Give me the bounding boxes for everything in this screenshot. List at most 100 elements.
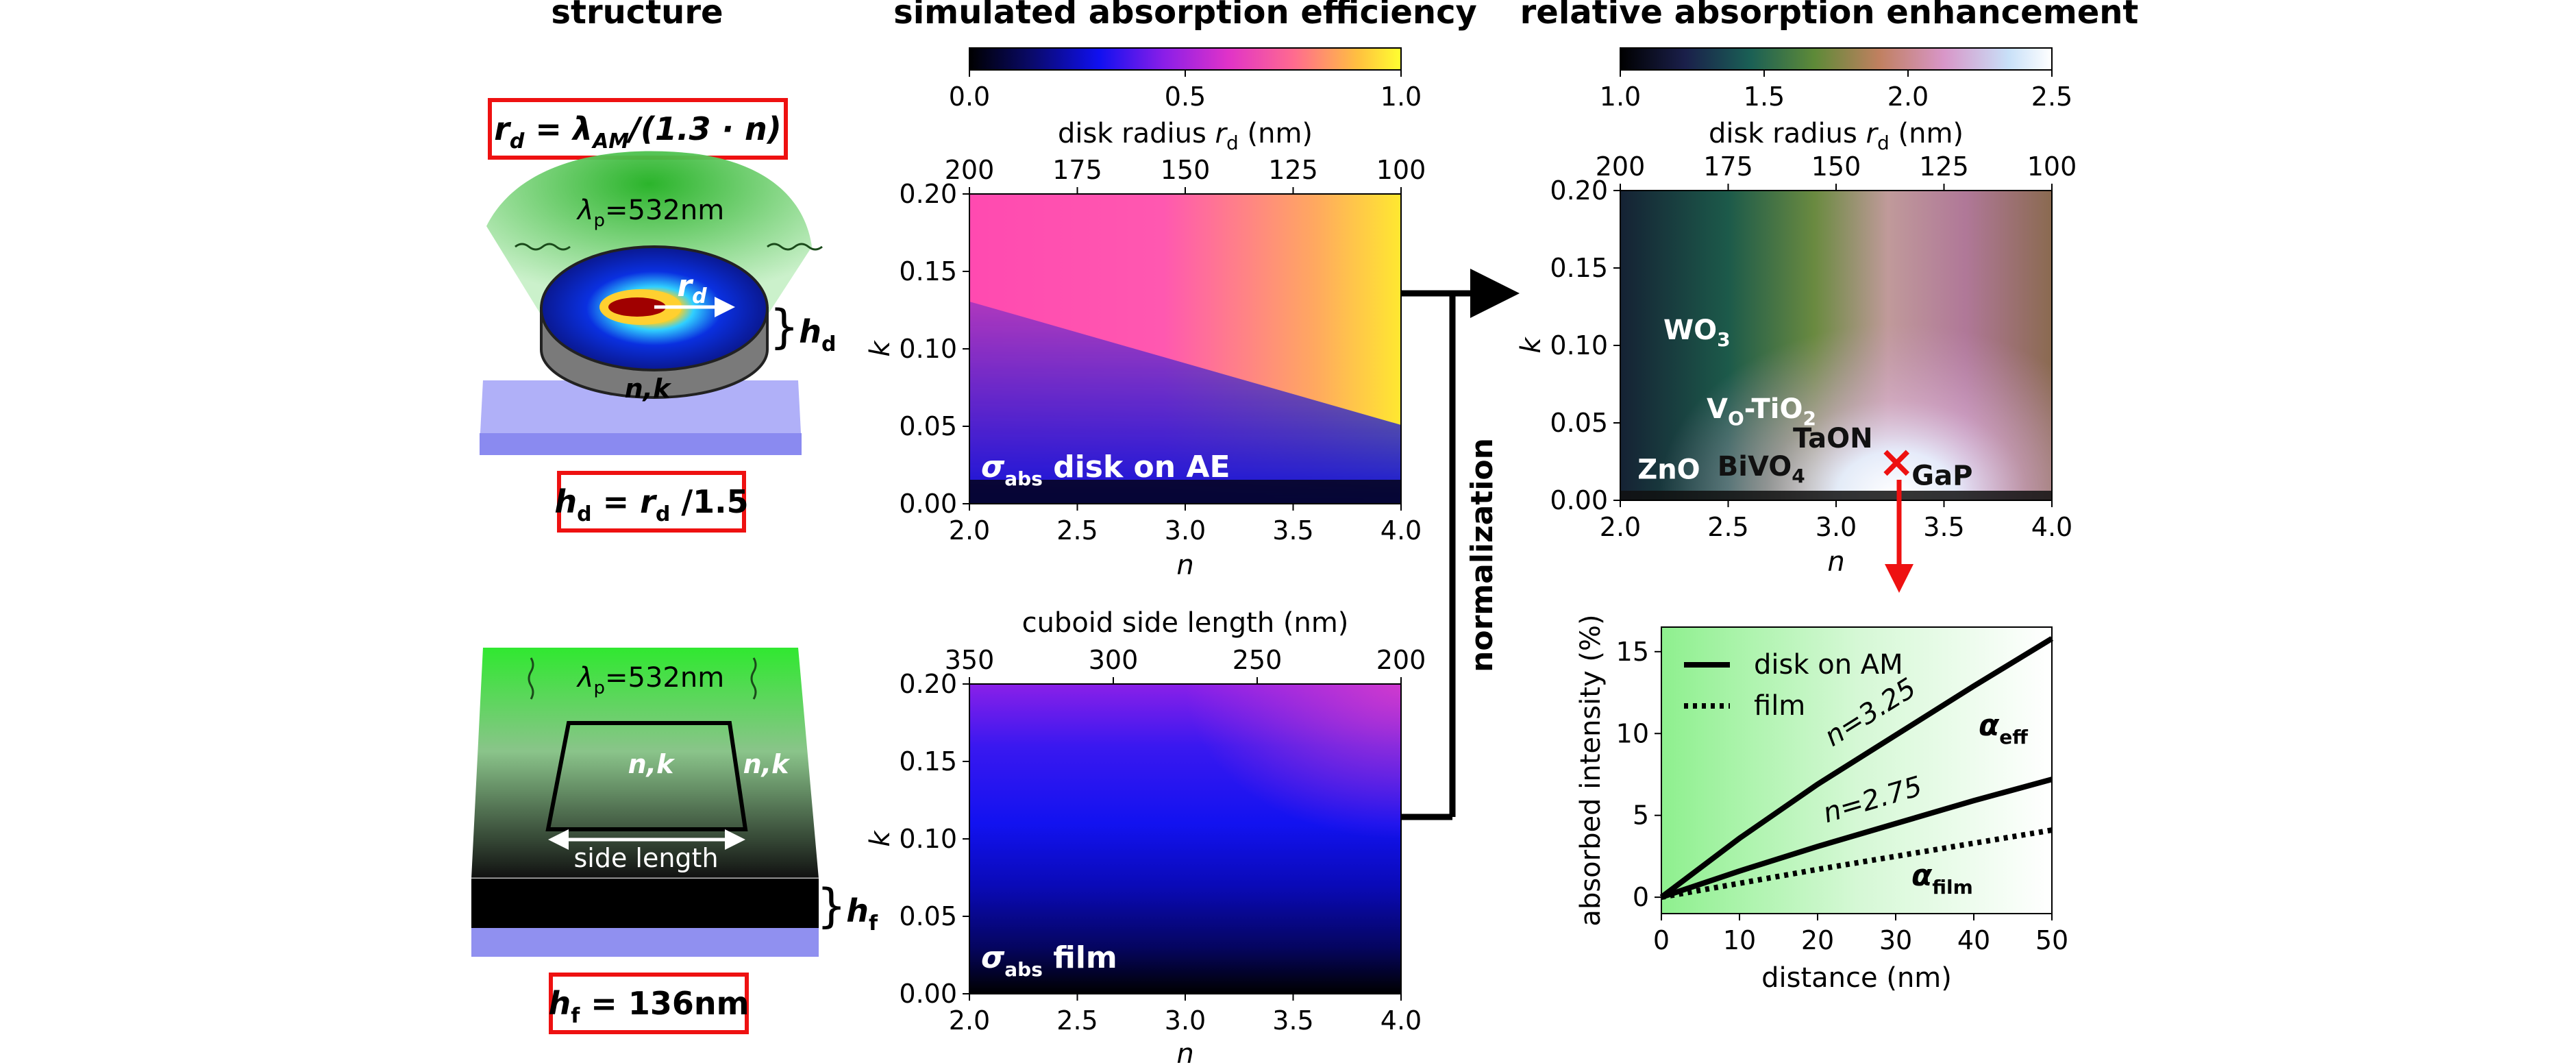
- radius-formula: rd = λAM/(1.3 · n): [494, 110, 782, 154]
- disk-y-ticks: 0.00 0.05 0.10 0.15 0.20: [899, 179, 969, 519]
- enh-x-tick-label: 2.5: [1707, 512, 1748, 542]
- disk-top-tick-label: 125: [1268, 155, 1318, 185]
- pump-lambda-disk: λ: [576, 195, 594, 226]
- efficiency-colorbar-label: 1.0: [1380, 82, 1422, 112]
- film-substrate: [471, 928, 819, 957]
- height-brace: }: [769, 300, 799, 354]
- film-map-corner: [969, 684, 1401, 994]
- enhancement-heading: relative absorption enhancement: [1520, 0, 2139, 32]
- wavy-arrow-left: [515, 243, 571, 251]
- disk-efficiency-plot: disk radius rd (nm) σabs disk on AE n k …: [865, 118, 1426, 581]
- height-formula-rest: /1.5: [670, 483, 748, 520]
- height-label-film: }hf: [817, 879, 878, 936]
- wavy-arrow-right: [767, 243, 823, 251]
- film-x-tick-label: 4.0: [1380, 1005, 1422, 1036]
- material-label-sub: 3: [1717, 328, 1730, 351]
- film-x-tick-label: 2.5: [1056, 1005, 1098, 1036]
- material-label-main: -TiO: [1744, 393, 1803, 425]
- film-x-tick-label: 2.0: [949, 1005, 990, 1036]
- efficiency-heading: simulated absorption efficiency: [893, 0, 1477, 32]
- film-y-tick-label: 0.00: [899, 979, 957, 1009]
- film-height-brace: }: [817, 879, 846, 933]
- enhancement-colorbar-bar: [1620, 47, 2053, 71]
- alpha-film-sub: film: [1932, 876, 1973, 899]
- disk-y-tick-label: 0.05: [899, 411, 957, 441]
- enh-x-axis-label: n: [1827, 546, 1844, 578]
- height-label-disk: }hd: [769, 300, 837, 356]
- line-y-tick-label: 10: [1616, 718, 1649, 748]
- film-efficiency-plot: cuboid side length (nm) σabs film n k 2.…: [865, 607, 1426, 1063]
- disk-x-tick-label: 3.0: [1165, 515, 1206, 546]
- film-structure: λp=532nm n,k n,k side length }hf hf = 13…: [471, 648, 878, 1034]
- disk-y-tick-label: 0.15: [899, 256, 957, 286]
- disk-map-sub: abs: [1004, 467, 1043, 490]
- enhancement-colorbar-label: 1.0: [1600, 82, 1641, 112]
- material-label-main: ZnO: [1637, 454, 1700, 485]
- material-label: WO3: [1663, 315, 1731, 351]
- enhancement-colorbar: 1.0 1.5 2.0 2.5: [1600, 47, 2072, 112]
- enh-top-axis-var: r: [1866, 118, 1879, 149]
- series-line: [1661, 827, 2053, 901]
- line-x-axis-label: distance (nm): [1761, 962, 1952, 994]
- alpha-eff-sub: eff: [1999, 726, 2028, 748]
- enh-top-axis-post: (nm): [1890, 118, 1964, 149]
- line-y-tick-label: 0: [1633, 882, 1649, 912]
- side-length-label: side length: [573, 843, 718, 873]
- alpha-eff-label: αeff: [1979, 708, 2028, 748]
- height-formula-eq: =: [592, 483, 641, 520]
- line-plot-background: [1661, 627, 2052, 914]
- enh-x-ticks: 2.0 2.5 3.0 3.5 4.0: [1600, 500, 2072, 542]
- radius-formula-lambda: λ: [571, 110, 593, 147]
- film-y-tick-label: 0.10: [899, 824, 957, 854]
- enh-y-tick-label: 0.10: [1550, 330, 1608, 361]
- material-label-main: TaON: [1793, 423, 1873, 454]
- film-top-tick-label: 350: [945, 645, 995, 675]
- radius-formula-r-sub: d: [510, 130, 525, 154]
- line-x-tick-label: 10: [1723, 925, 1756, 955]
- film-formula-h: h: [548, 985, 571, 1022]
- alpha-film-symbol: α: [1911, 858, 1933, 893]
- disk-y-tick-label: 0.20: [899, 179, 957, 209]
- enh-top-axis-sub: d: [1877, 132, 1890, 154]
- disk-map-rest: disk on AE: [1043, 450, 1230, 485]
- enh-y-tick-label: 0.00: [1550, 485, 1608, 515]
- disk-x-ticks: 2.0 2.5 3.0 3.5 4.0: [949, 504, 1422, 546]
- alpha-film-label: αfilm: [1911, 858, 1973, 899]
- efficiency-colorbar-label: 0.0: [949, 82, 990, 112]
- line-x-ticks: 0 10 20 30 40 50: [1653, 914, 2068, 955]
- disk-map-floor: [969, 480, 1401, 504]
- enh-x-tick-label: 2.0: [1600, 512, 1641, 542]
- line-y-ticks: 0 5 10 15: [1616, 637, 1661, 912]
- disk-y-tick-label: 0.10: [899, 334, 957, 364]
- disk-top-tick-label: 100: [1376, 155, 1426, 185]
- enh-top-tick-label: 125: [1919, 151, 1969, 182]
- line-y-tick-label: 5: [1633, 801, 1649, 831]
- enh-top-axis-pre: disk radius: [1709, 118, 1866, 149]
- enh-top-ticks: 200 175 150 125 100: [1596, 151, 2077, 191]
- height-formula-h: h: [554, 483, 577, 520]
- enh-y-ticks: 0.00 0.05 0.10 0.15 0.20: [1550, 175, 1620, 515]
- legend: disk on AM film: [1684, 649, 1903, 722]
- material-label: GaP: [1911, 460, 1972, 491]
- radius-formula-eq: =: [524, 110, 573, 147]
- material-label-sub: 4: [1792, 465, 1805, 487]
- enh-top-tick-label: 150: [1811, 151, 1861, 182]
- enh-y-tick-label: 0.05: [1550, 408, 1608, 438]
- film-map-sigma: σ: [981, 940, 1005, 975]
- pump-p-disk: p: [593, 210, 605, 231]
- structure-heading: structure: [551, 0, 723, 32]
- film-top-tick-label: 200: [1376, 645, 1426, 675]
- film-x-tick-label: 3.0: [1165, 1005, 1206, 1036]
- film-top-tick-label: 300: [1089, 645, 1139, 675]
- line-y-tick-label: 15: [1616, 637, 1649, 667]
- material-label: BiVO4: [1718, 451, 1805, 487]
- disk-top-axis-post: (nm): [1239, 118, 1313, 149]
- line-x-tick-label: 20: [1801, 925, 1834, 955]
- disk-map-label: σabs disk on AE: [981, 450, 1230, 490]
- pump-wavelength-disk: λp=532nm: [576, 195, 724, 231]
- film-height-sub: f: [869, 912, 878, 936]
- film-material-side: n,k: [743, 749, 791, 779]
